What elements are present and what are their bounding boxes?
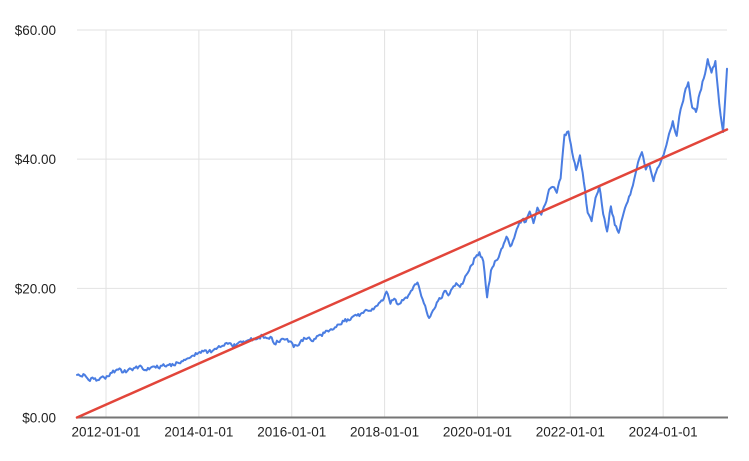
y-tick-label: $0.00 (22, 411, 56, 426)
x-tick-label: 2024-01-01 (629, 425, 698, 440)
y-tick-label: $40.00 (15, 152, 56, 167)
price-line[interactable] (76, 58, 728, 382)
x-tick-label: 2022-01-01 (536, 425, 605, 440)
x-tick-label: 2014-01-01 (164, 425, 233, 440)
x-tick-label: 2016-01-01 (257, 425, 326, 440)
y-tick-label: $60.00 (15, 23, 56, 38)
y-tick-label: $20.00 (15, 281, 56, 296)
x-tick-label: 2020-01-01 (443, 425, 512, 440)
x-tick-label: 2012-01-01 (71, 425, 140, 440)
trend-line[interactable] (75, 128, 729, 419)
x-tick-label: 2018-01-01 (350, 425, 419, 440)
